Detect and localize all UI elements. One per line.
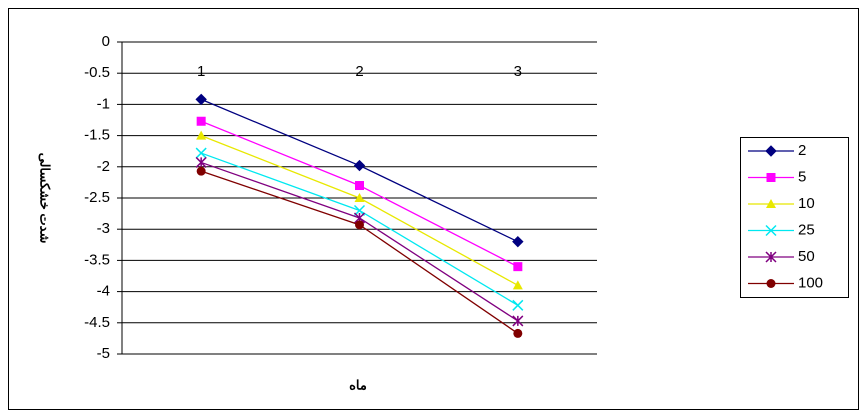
y-tick-label: -2 — [97, 158, 110, 175]
marker — [355, 220, 364, 230]
marker — [512, 235, 524, 248]
marker — [765, 145, 777, 157]
chart-border — [8, 8, 859, 410]
y-tick-label: -3.5 — [84, 251, 110, 268]
x-axis-title: ماه — [349, 377, 367, 392]
marker — [196, 130, 207, 140]
y-tick-label: -4.5 — [84, 314, 110, 331]
x-tick-label: 1 — [197, 63, 205, 80]
y-tick-label: -2.5 — [84, 189, 110, 206]
legend-box — [740, 137, 849, 298]
marker — [766, 199, 776, 208]
legend-label: 2 — [798, 142, 806, 159]
marker — [512, 315, 524, 327]
y-tick-label: -1.5 — [84, 127, 110, 144]
y-axis-title: شدت خشکسالی — [38, 153, 53, 244]
marker — [196, 116, 206, 126]
marker — [512, 299, 524, 311]
marker — [195, 156, 207, 168]
marker — [766, 173, 776, 182]
y-tick-label: 0 — [102, 33, 110, 50]
marker — [513, 262, 523, 272]
y-tick-label: -0.5 — [84, 64, 110, 81]
y-tick-label: -1 — [97, 95, 110, 112]
legend-label: 10 — [798, 195, 815, 212]
marker — [765, 251, 777, 263]
marker — [513, 328, 523, 338]
y-tick-label: -3 — [97, 220, 110, 237]
marker — [195, 93, 207, 106]
marker — [766, 279, 776, 288]
marker — [195, 147, 207, 159]
marker — [354, 193, 365, 202]
marker — [512, 280, 523, 290]
legend-label: 5 — [798, 168, 806, 185]
x-tick-label: 3 — [514, 63, 522, 80]
legend-label: 25 — [798, 221, 815, 238]
marker — [765, 224, 777, 237]
legend-label: 50 — [798, 248, 815, 265]
y-tick-label: -4 — [97, 283, 110, 300]
marker — [353, 159, 366, 172]
y-tick-label: -5 — [97, 345, 110, 362]
legend-label: 100 — [798, 274, 823, 291]
marker — [196, 166, 206, 176]
x-tick-label: 2 — [355, 63, 363, 80]
marker — [355, 181, 364, 191]
